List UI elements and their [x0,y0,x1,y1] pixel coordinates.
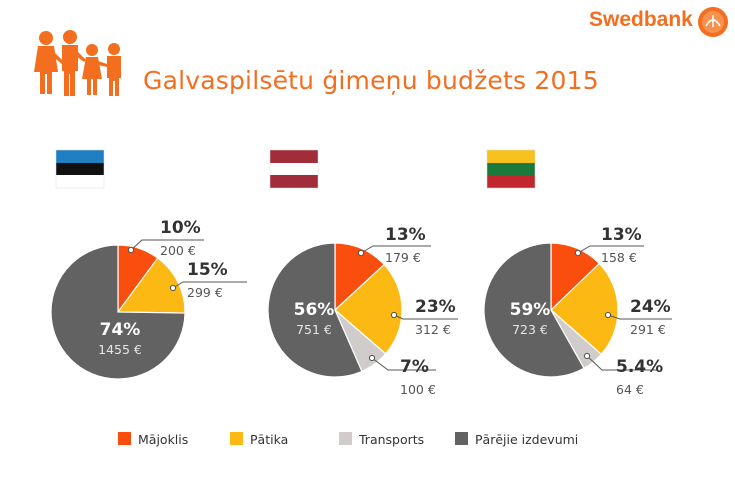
lithuania-label-pct-patika: 24% [630,297,671,317]
lithuania-leader-dot-majoklis [574,249,582,257]
estonia-label-pct-patika: 15% [187,260,228,280]
estonia-label-eur-parejie: 1455 € [98,342,142,357]
estonia-flag-border [55,149,105,189]
lithuania-leader-line-majoklis [577,245,644,254]
legend-swatch-parejie [455,432,468,445]
page-title: Galvaspilsētu ģimeņu budžets 2015 [143,66,599,95]
latvia-leader-dot-transports [368,354,376,362]
estonia-label-pct-parejie: 74% [100,320,141,340]
lithuania-leader-line-patika [607,314,672,320]
estonia-pie-slice-patika [116,257,186,314]
latvia-label-pct-parejie: 56% [294,300,335,320]
estonia-pie-slice-parejie [50,244,186,380]
lithuania-leader-line-transports [586,355,658,371]
lithuania-flag-stripe [487,163,535,175]
latvia-label-pct-majoklis: 13% [385,225,426,245]
latvia-label-eur-majoklis: 179 € [385,250,421,265]
lithuania-label-eur-transports: 64 € [616,382,644,397]
legend-label-transports: Transports [358,432,424,447]
legend-label-patika: Pātika [250,432,288,447]
family-icon [34,30,121,96]
swedbank-logo-text: Swedbank [589,8,693,31]
latvia-pie-slice-patika [334,263,403,355]
latvia-leader-dot-majoklis [357,249,365,257]
lithuania-flag-stripe [487,175,535,188]
estonia-flag-stripe [56,163,104,175]
latvia-label-eur-patika: 312 € [415,322,451,337]
lithuania-label-pct-majoklis: 13% [601,225,642,245]
lithuania-flag-stripe [487,150,535,163]
legend-swatch-patika [230,432,243,445]
legend-swatch-majoklis [118,432,131,445]
latvia-leader-line-majoklis [360,245,431,254]
lithuania-label-pct-transports: 5.4% [616,357,663,377]
latvia-leader-dot-patika [390,311,398,319]
lithuania-label-eur-majoklis: 158 € [601,250,637,265]
estonia-flag-stripe [56,175,104,188]
latvia-pie-slice-parejie [267,242,363,378]
latvia-label-pct-patika: 23% [415,297,456,317]
estonia-leader-dot-majoklis [127,246,135,254]
legend-label-parejie: Pārējie izdevumi [475,432,578,447]
estonia-label-eur-majoklis: 200 € [160,243,196,258]
lithuania-flag-border [486,149,536,189]
lithuania-pie-slice-parejie [483,242,585,378]
estonia-label-eur-patika: 299 € [187,285,223,300]
latvia-flag-border [269,149,319,189]
lithuania-label-pct-parejie: 59% [510,300,551,320]
latvia-pie-slice-majoklis [334,242,386,312]
lithuania-pie-slice-patika [550,262,619,356]
lithuania-label-eur-parejie: 723 € [512,322,548,337]
lithuania-label-eur-patika: 291 € [630,322,666,337]
lithuania-leader-dot-transports [583,352,591,360]
estonia-flag-stripe [56,150,104,163]
legend-label-majoklis: Mājoklis [138,432,188,447]
latvia-flag-stripe [270,150,318,163]
latvia-flag-stripe [270,163,318,175]
estonia-leader-line-majoklis [130,239,204,251]
legend-swatch-transports [339,432,352,445]
latvia-label-pct-transports: 7% [400,357,429,377]
estonia-leader-line-patika [172,281,247,289]
lithuania-leader-dot-patika [604,311,612,319]
swedbank-oak-logo-icon [698,7,728,37]
latvia-label-eur-parejie: 751 € [296,322,332,337]
latvia-label-eur-transports: 100 € [400,382,436,397]
estonia-leader-dot-patika [169,284,177,292]
latvia-leader-line-transports [371,357,436,371]
estonia-label-pct-majoklis: 10% [160,218,201,238]
latvia-flag-stripe [270,175,318,188]
latvia-leader-line-patika [393,314,458,320]
